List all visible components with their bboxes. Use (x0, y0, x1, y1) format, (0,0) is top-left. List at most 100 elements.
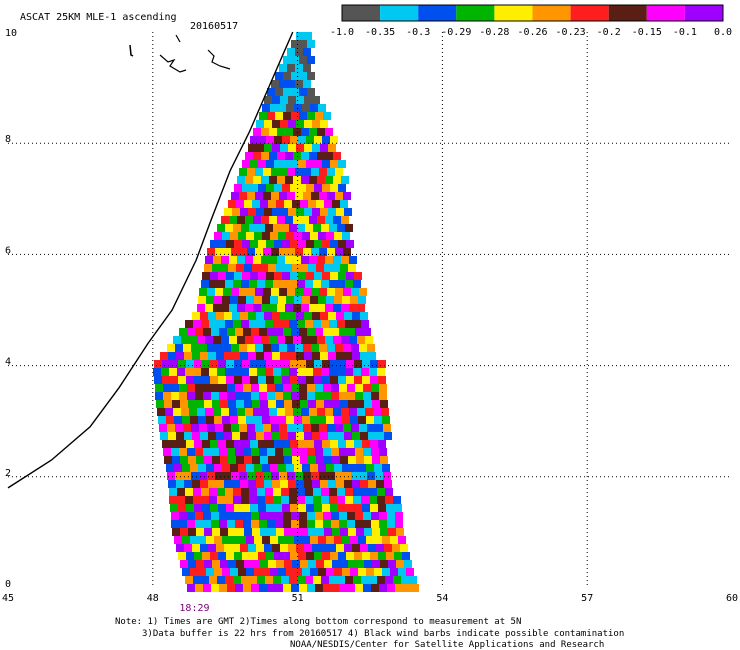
swath-cell (292, 400, 300, 408)
swath-cell (270, 536, 278, 544)
swath-cell (226, 240, 234, 248)
swath-cell (226, 504, 234, 512)
swath-cell (326, 296, 334, 304)
swath-cell (343, 344, 351, 352)
swath-cell (268, 528, 276, 536)
swath-cell (291, 512, 299, 520)
swath-cell (177, 488, 185, 496)
swath-cell (307, 88, 315, 96)
swath-cell (250, 272, 258, 280)
swath-cell (264, 208, 272, 216)
swath-cell (252, 200, 260, 208)
swath-cell (163, 392, 171, 400)
swath-cell (206, 416, 214, 424)
swath-cell (249, 320, 257, 328)
swath-cell (322, 160, 330, 168)
swath-cell (198, 416, 206, 424)
swath-cell (316, 200, 324, 208)
swath-cell (219, 392, 227, 400)
swath-cell (307, 40, 315, 48)
swath-cell (235, 328, 243, 336)
swath-cell (223, 472, 231, 480)
swath-cell (311, 248, 319, 256)
swath-cell (175, 344, 183, 352)
swath-cell (292, 456, 300, 464)
swath-cell (344, 312, 352, 320)
swath-cell (170, 504, 178, 512)
swath-cell (202, 440, 210, 448)
swath-cell (390, 536, 398, 544)
swath-cell (357, 408, 365, 416)
swath-cell (377, 488, 385, 496)
swath-cell (248, 480, 256, 488)
swath-cell (330, 272, 338, 280)
swath-cell (336, 432, 344, 440)
swath-cell (287, 192, 295, 200)
swath-cell (323, 384, 331, 392)
swath-cell (297, 576, 305, 584)
swath-cell (352, 544, 360, 552)
swath-cell (185, 496, 193, 504)
swath-cell (265, 496, 273, 504)
swath-cell (347, 520, 355, 528)
swath-cell (296, 208, 304, 216)
swath-cell (376, 432, 384, 440)
swath-cell (225, 496, 233, 504)
swath-cell (281, 488, 289, 496)
swath-cell (222, 232, 230, 240)
swath-cell (282, 440, 290, 448)
swath-cell (251, 448, 259, 456)
swath-cell (218, 376, 226, 384)
swath-cell (348, 560, 356, 568)
swath-cell (231, 288, 239, 296)
swath-cell (297, 368, 305, 376)
swath-cell (313, 320, 321, 328)
swath-cell (349, 408, 357, 416)
swath-cell (315, 584, 323, 592)
swath-cell (302, 464, 310, 472)
swath-cell (159, 424, 167, 432)
swath-cell (257, 320, 265, 328)
swath-cell (271, 248, 279, 256)
swath-cell (257, 496, 265, 504)
swath-cell (284, 200, 292, 208)
swath-cell (355, 384, 363, 392)
swath-cell (263, 168, 271, 176)
swath-cell (281, 576, 289, 584)
swath-cell (316, 400, 324, 408)
swath-cell (335, 472, 343, 480)
swath-cell (314, 360, 322, 368)
swath-cell (374, 416, 382, 424)
swath-cell (230, 296, 238, 304)
swath-cell (210, 504, 218, 512)
swath-cell (237, 176, 245, 184)
swath-cell (201, 488, 209, 496)
swath-cell (291, 448, 299, 456)
swath-cell (262, 568, 270, 576)
swath-cell (302, 232, 310, 240)
swath-cell (321, 224, 329, 232)
swath-cell (292, 200, 300, 208)
swath-cell (273, 224, 281, 232)
swath-cell (242, 376, 250, 384)
swath-cell (162, 376, 170, 384)
swath-cell (193, 368, 201, 376)
swath-cell (217, 488, 225, 496)
swath-cell (211, 520, 219, 528)
swath-cell (347, 584, 355, 592)
swath-cell (230, 464, 238, 472)
swath-cell (208, 352, 216, 360)
swath-cell (290, 184, 298, 192)
swath-cell (195, 328, 203, 336)
swath-cell (217, 496, 225, 504)
swath-cell (320, 120, 328, 128)
swath-cell (347, 392, 355, 400)
swath-cell (250, 440, 258, 448)
swath-cell (299, 384, 307, 392)
swath-cell (192, 544, 200, 552)
swath-cell (295, 288, 303, 296)
swath-cell (287, 288, 295, 296)
swath-cell (306, 440, 314, 448)
swath-cell (285, 256, 293, 264)
